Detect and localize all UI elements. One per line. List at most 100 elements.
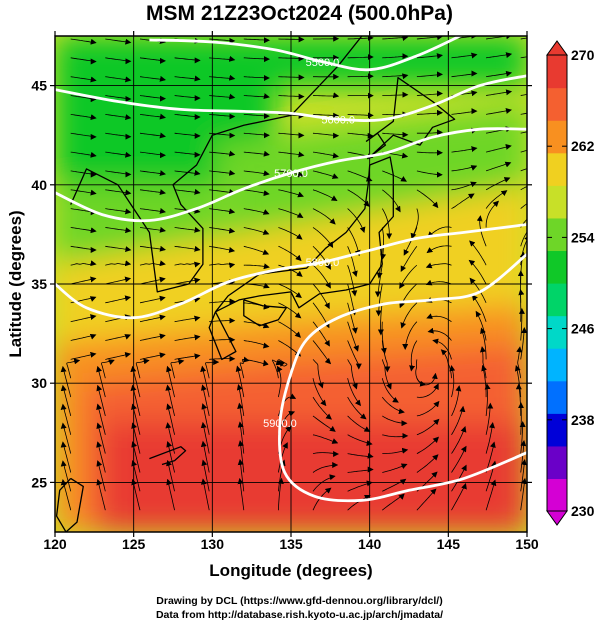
streamline — [347, 36, 374, 41]
streamline — [425, 279, 452, 286]
streamline — [382, 432, 409, 439]
streamline — [469, 240, 487, 266]
streamline — [416, 109, 443, 116]
streamline — [209, 336, 236, 343]
colorbar-segment — [547, 348, 567, 382]
streamline — [96, 384, 106, 416]
streamline — [174, 261, 201, 268]
streamline — [60, 422, 72, 454]
streamline — [235, 365, 245, 398]
colorbar-segment — [547, 283, 567, 317]
streamline — [209, 93, 236, 100]
streamline — [426, 245, 452, 254]
streamline — [416, 488, 437, 511]
streamline — [209, 132, 236, 139]
streamline — [60, 365, 72, 398]
streamline — [105, 57, 132, 65]
footer-credit-data: Data from http://database.rish.kyoto-u.a… — [155, 609, 444, 621]
streamline — [243, 56, 270, 63]
streamline — [70, 170, 97, 178]
streamline — [209, 262, 236, 269]
streamline — [105, 260, 132, 267]
streamline — [131, 460, 141, 492]
colorbar-segment — [547, 55, 567, 89]
x-tick-label: 130 — [201, 536, 225, 552]
y-tick-label: 35 — [31, 276, 47, 292]
streamline — [135, 358, 150, 379]
streamline — [375, 283, 383, 317]
streamline — [312, 450, 340, 457]
streamline — [166, 459, 175, 492]
streamline — [174, 245, 201, 252]
streamline — [312, 151, 339, 159]
streamline — [382, 493, 405, 511]
streamline — [96, 441, 106, 473]
streamline — [70, 95, 97, 103]
streamline — [451, 52, 478, 59]
colorbar-segment — [547, 120, 567, 154]
streamline — [440, 349, 452, 379]
streamline — [347, 466, 374, 473]
streamline — [312, 264, 331, 289]
streamline — [60, 384, 72, 416]
streamline — [399, 264, 418, 289]
streamline — [427, 226, 452, 238]
x-tick-label: 140 — [358, 536, 382, 552]
contour-label: 5500.0 — [306, 57, 340, 69]
streamline — [200, 384, 210, 416]
streamline — [427, 327, 452, 341]
streamline — [174, 353, 201, 360]
streamline — [425, 262, 452, 269]
streamline — [278, 93, 305, 100]
streamline — [278, 227, 303, 240]
streamline — [70, 132, 97, 140]
streamline — [278, 359, 288, 367]
streamline — [520, 56, 527, 59]
streamline — [139, 295, 166, 304]
streamline — [130, 384, 141, 417]
streamline — [60, 479, 72, 511]
streamline — [70, 38, 97, 45]
streamline — [382, 478, 407, 492]
streamline — [381, 340, 391, 373]
streamline — [174, 95, 201, 102]
streamline — [381, 378, 399, 403]
streamline — [486, 70, 513, 78]
streamline — [139, 95, 166, 102]
streamline — [243, 227, 270, 235]
streamline — [105, 276, 132, 285]
streamline — [518, 402, 525, 435]
streamline — [485, 402, 494, 435]
streamline — [402, 321, 418, 350]
streamline — [278, 208, 304, 219]
streamline — [237, 477, 245, 511]
streamline — [347, 359, 358, 390]
streamline — [237, 440, 245, 473]
streamline — [205, 359, 220, 379]
colorbar-segment — [547, 185, 567, 219]
streamline — [312, 227, 334, 248]
streamline — [174, 277, 201, 285]
x-tick-label: 150 — [515, 536, 539, 552]
streamline — [312, 189, 338, 202]
streamline — [377, 302, 384, 336]
streamline — [131, 422, 141, 454]
streamline — [312, 92, 340, 99]
streamline — [209, 113, 236, 120]
colorbar-tick-label: 238 — [571, 412, 595, 428]
contour-label: 5800.0 — [306, 257, 340, 269]
streamline — [485, 479, 497, 511]
streamline — [139, 226, 166, 233]
streamline — [139, 170, 166, 177]
streamline — [347, 415, 371, 433]
streamline — [70, 114, 97, 121]
streamline — [415, 359, 427, 387]
colorbar-segment — [547, 87, 567, 121]
streamline — [347, 494, 371, 511]
streamline — [347, 170, 373, 182]
streamline — [105, 245, 132, 253]
streamline — [60, 460, 72, 492]
streamline — [96, 422, 106, 454]
streamline — [520, 203, 527, 209]
y-tick-label: 25 — [31, 474, 47, 490]
